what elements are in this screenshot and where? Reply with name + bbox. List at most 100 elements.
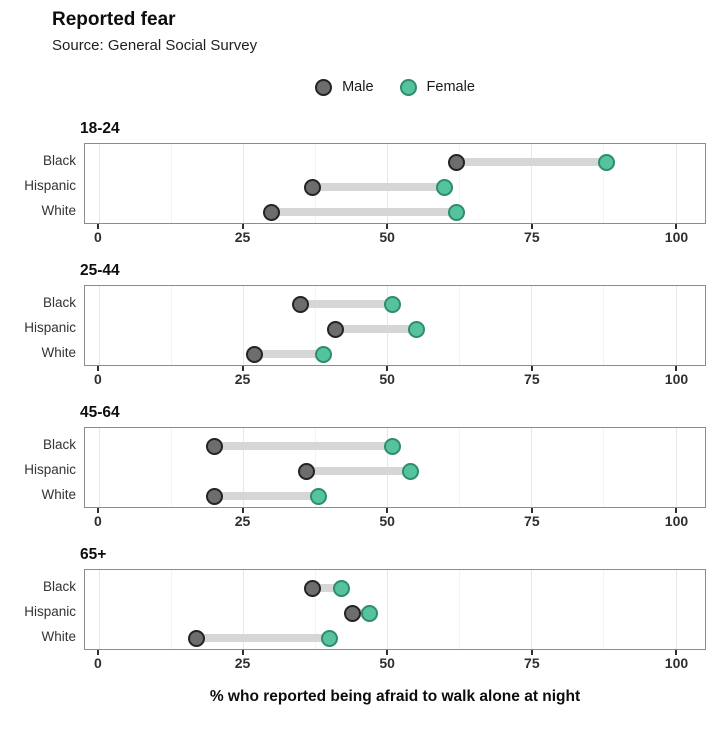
- axis-tick-label: 0: [93, 229, 102, 245]
- x-axis: 0 25 50 75 100: [84, 508, 706, 535]
- dumbbell-bar: [214, 442, 393, 450]
- facet-panel: [84, 143, 706, 224]
- gridline-minor: [603, 144, 605, 223]
- axis-tick: [96, 508, 99, 513]
- female-dot: [309, 487, 327, 505]
- female-dot: [384, 437, 402, 455]
- male-dot: [447, 153, 465, 171]
- gridline-major: [675, 144, 677, 223]
- axis-tick: [675, 224, 678, 229]
- axis-tick-label: 0: [93, 655, 102, 671]
- facet-body: Black Hispanic White: [0, 569, 714, 650]
- gridline-minor: [459, 144, 461, 223]
- facet-panel: [84, 285, 706, 366]
- facet-25-44: 25-44 Black Hispanic White 0 25 50 75 100: [0, 262, 714, 393]
- axis-tick-label: 50: [379, 513, 395, 529]
- axis-tick: [675, 508, 678, 513]
- gridline-minor: [459, 570, 461, 649]
- axis-tick: [96, 224, 99, 229]
- row-label-hispanic: Hispanic: [24, 604, 76, 619]
- facet-65+: 65+ Black Hispanic White 0 25 50 75 100: [0, 546, 714, 677]
- axis-tick-label: 75: [524, 655, 540, 671]
- axis-tick-label: 25: [234, 371, 251, 387]
- female-dot-icon: [399, 78, 417, 96]
- gridline-major: [243, 144, 245, 223]
- axis-tick-label: 50: [379, 371, 395, 387]
- row-label-hispanic: Hispanic: [24, 320, 76, 335]
- dumbbell-bar: [196, 634, 330, 642]
- gridline-minor: [459, 286, 461, 365]
- legend: Male Female: [84, 78, 706, 96]
- gridline-major: [531, 286, 533, 365]
- axis-tick: [386, 366, 389, 371]
- female-dot: [597, 153, 615, 171]
- facet-body: Black Hispanic White: [0, 143, 714, 224]
- x-axis: 0 25 50 75 100: [84, 224, 706, 251]
- gridline-major: [675, 428, 677, 507]
- axis-tick-label: 100: [664, 655, 689, 671]
- male-dot: [263, 203, 281, 221]
- axis-tick-label: 0: [93, 371, 102, 387]
- gridline-minor: [459, 428, 461, 507]
- row-label-white: White: [41, 203, 76, 218]
- female-dot: [447, 203, 465, 221]
- axis-tick: [530, 366, 533, 371]
- legend-label-female: Female: [426, 79, 475, 95]
- facet-title: 25-44: [80, 262, 120, 279]
- axis-tick: [386, 224, 389, 229]
- gridline-minor: [170, 428, 172, 507]
- male-dot: [344, 604, 362, 622]
- axis-tick-label: 100: [664, 513, 689, 529]
- female-dot: [332, 579, 350, 597]
- gridline-major: [98, 570, 100, 649]
- axis-tick: [530, 508, 533, 513]
- axis-tick: [530, 650, 533, 655]
- gridline-major: [675, 570, 677, 649]
- gridline-major: [98, 144, 100, 223]
- facets-container: 18-24 Black Hispanic White 0 25 50 75 100 25-44 Bl…: [0, 120, 714, 677]
- row-label-hispanic: Hispanic: [24, 462, 76, 477]
- row-label-black: Black: [42, 153, 76, 168]
- female-dot: [401, 462, 419, 480]
- row-label-black: Black: [42, 437, 76, 452]
- gridline-minor: [315, 570, 317, 649]
- x-axis: 0 25 50 75 100: [84, 650, 706, 677]
- dumbbell-bar: [312, 183, 445, 191]
- facet-18-24: 18-24 Black Hispanic White 0 25 50 75 100: [0, 120, 714, 251]
- axis-tick: [96, 366, 99, 371]
- gridline-minor: [603, 286, 605, 365]
- dumbbell-bar: [214, 492, 318, 500]
- row-label-black: Black: [42, 579, 76, 594]
- axis-tick-label: 25: [234, 229, 251, 245]
- gridline-major: [98, 286, 100, 365]
- chart-title: Reported fear: [52, 9, 176, 30]
- row-label-white: White: [41, 345, 76, 360]
- row-label-black: Black: [42, 295, 76, 310]
- female-dot: [407, 320, 425, 338]
- facet-45-64: 45-64 Black Hispanic White 0 25 50 75 100: [0, 404, 714, 535]
- gridline-major: [531, 428, 533, 507]
- male-dot: [205, 437, 223, 455]
- axis-tick-label: 25: [234, 513, 251, 529]
- gridline-minor: [603, 570, 605, 649]
- female-dot: [384, 295, 402, 313]
- dumbbell-bar: [456, 158, 607, 166]
- facet-panel: [84, 569, 706, 650]
- legend-item-male: Male: [315, 78, 374, 96]
- axis-tick-label: 100: [664, 371, 689, 387]
- dumbbell-bar: [254, 350, 324, 358]
- gridline-major: [531, 570, 533, 649]
- male-dot: [188, 629, 206, 647]
- axis-tick-label: 50: [379, 229, 395, 245]
- male-dot: [303, 178, 321, 196]
- male-dot: [297, 462, 315, 480]
- dumbbell-bar: [300, 300, 393, 308]
- female-dot: [436, 178, 454, 196]
- dumbbell-bar: [306, 467, 411, 475]
- row-label-white: White: [41, 629, 76, 644]
- axis-tick-label: 75: [524, 513, 540, 529]
- dumbbell-bar: [312, 584, 342, 592]
- x-axis-title: % who reported being afraid to walk alon…: [209, 688, 581, 705]
- axis-tick: [241, 650, 244, 655]
- facet-panel: [84, 427, 706, 508]
